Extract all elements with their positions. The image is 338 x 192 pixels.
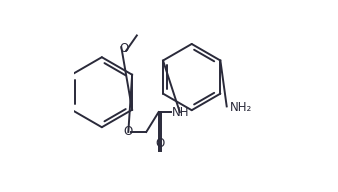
Text: NH: NH <box>172 106 189 119</box>
Text: O: O <box>155 137 165 150</box>
Text: O: O <box>124 125 133 138</box>
Text: O: O <box>119 42 128 55</box>
Text: NH₂: NH₂ <box>230 101 252 114</box>
